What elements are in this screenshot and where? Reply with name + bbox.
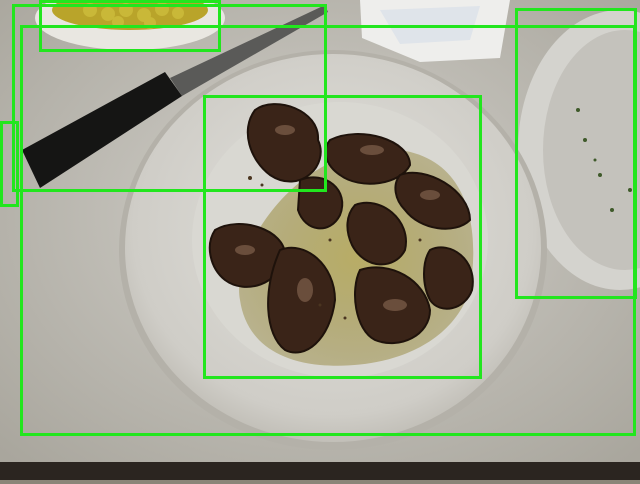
olive-bowl [35, 0, 225, 50]
food [208, 103, 474, 354]
bounding-box [515, 8, 637, 299]
bounding-box [0, 121, 19, 207]
crumbs [248, 176, 422, 320]
bounding-box [203, 95, 482, 379]
bounding-box [12, 4, 327, 192]
side-plate [518, 10, 640, 290]
table-edge [0, 462, 640, 480]
food-highlights [235, 125, 440, 311]
